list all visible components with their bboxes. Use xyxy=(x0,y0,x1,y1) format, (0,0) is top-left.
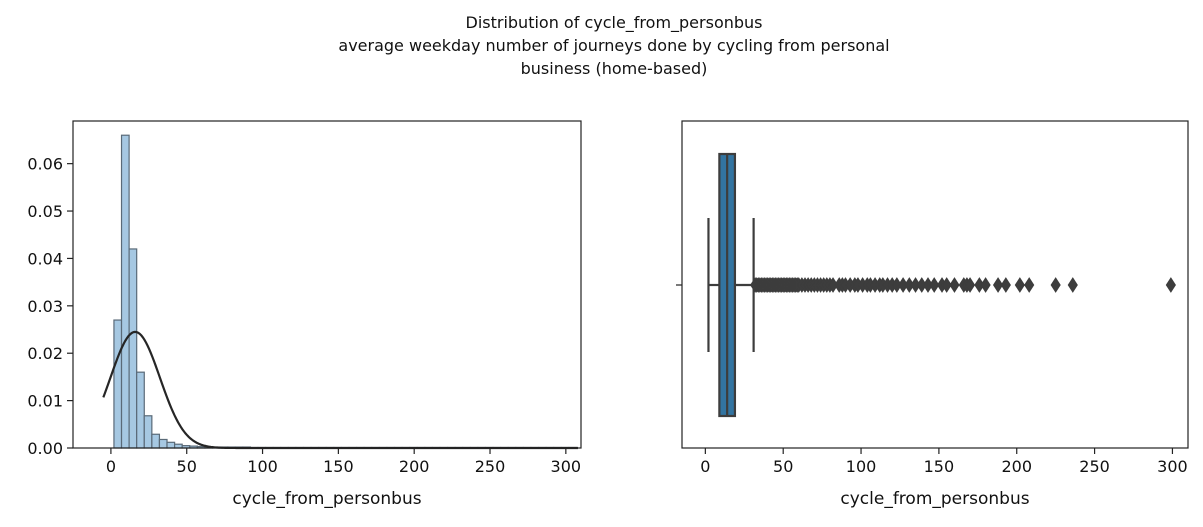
histogram-y-tick-label: 0.06 xyxy=(27,155,63,174)
histogram-y-tick-label: 0.03 xyxy=(27,297,63,316)
title-line-2: average weekday number of journeys done … xyxy=(338,36,889,55)
boxplot-x-tick-label: 250 xyxy=(1079,457,1110,476)
histogram-x-tick-label: 100 xyxy=(247,457,278,476)
boxplot-outlier xyxy=(1015,278,1024,292)
histogram-x-axis-label: cycle_from_personbus xyxy=(232,489,421,509)
boxplot-outlier xyxy=(1051,278,1060,292)
kde-curve xyxy=(103,332,578,448)
histogram-bar xyxy=(114,320,122,448)
boxplot-x-tick-label: 200 xyxy=(1001,457,1032,476)
boxplot-x-tick-label: 100 xyxy=(846,457,877,476)
histogram-x-tick-label: 0 xyxy=(106,457,116,476)
title-line-1: Distribution of cycle_from_personbus xyxy=(466,13,763,33)
histogram-x-tick-label: 250 xyxy=(475,457,506,476)
histogram-bars xyxy=(114,135,577,448)
histogram-x-ticks: 0 50 100 150 200 250 300 xyxy=(106,448,581,476)
histogram-bar xyxy=(122,135,130,448)
histogram-y-ticks: 0.00 0.01 0.02 0.03 0.04 0.05 0.06 xyxy=(27,155,73,458)
histogram-bar xyxy=(152,434,160,448)
boxplot-x-tick-label: 0 xyxy=(700,457,710,476)
figure-title: Distribution of cycle_from_personbus ave… xyxy=(338,13,889,78)
boxplot-x-tick-label: 150 xyxy=(924,457,955,476)
boxplot-outlier xyxy=(950,278,959,292)
histogram-y-tick-label: 0.02 xyxy=(27,344,63,363)
histogram-bar xyxy=(129,249,137,448)
boxplot-outlier xyxy=(981,278,990,292)
histogram-plot-frame xyxy=(73,121,581,448)
title-line-3: business (home-based) xyxy=(521,59,708,78)
boxplot-x-axis-label: cycle_from_personbus xyxy=(840,489,1029,509)
histogram-bar xyxy=(144,416,152,448)
histogram-y-tick-label: 0.05 xyxy=(27,202,63,221)
boxplot-outlier xyxy=(1166,278,1175,292)
boxplot-x-ticks: 0 50 100 150 200 250 300 xyxy=(700,448,1187,476)
histogram-y-tick-label: 0.01 xyxy=(27,392,63,411)
histogram-y-tick-label: 0.00 xyxy=(27,439,63,458)
histogram-bar xyxy=(167,442,175,448)
histogram-bar xyxy=(159,439,167,448)
histogram-x-tick-label: 300 xyxy=(551,457,582,476)
boxplot-outlier xyxy=(1001,278,1010,292)
boxplot-marks xyxy=(708,154,1175,416)
histogram-y-tick-label: 0.04 xyxy=(27,249,63,268)
histogram-x-tick-label: 200 xyxy=(399,457,430,476)
boxplot-outlier xyxy=(1068,278,1077,292)
histogram-x-tick-label: 50 xyxy=(177,457,197,476)
histogram-x-tick-label: 150 xyxy=(323,457,354,476)
boxplot-x-tick-label: 50 xyxy=(773,457,793,476)
boxplot-panel: 0 50 100 150 200 250 300 cycle_from_personbus xyxy=(676,121,1188,509)
histogram-bar xyxy=(137,372,145,448)
boxplot-x-tick-label: 300 xyxy=(1157,457,1188,476)
boxplot-outlier xyxy=(1025,278,1034,292)
